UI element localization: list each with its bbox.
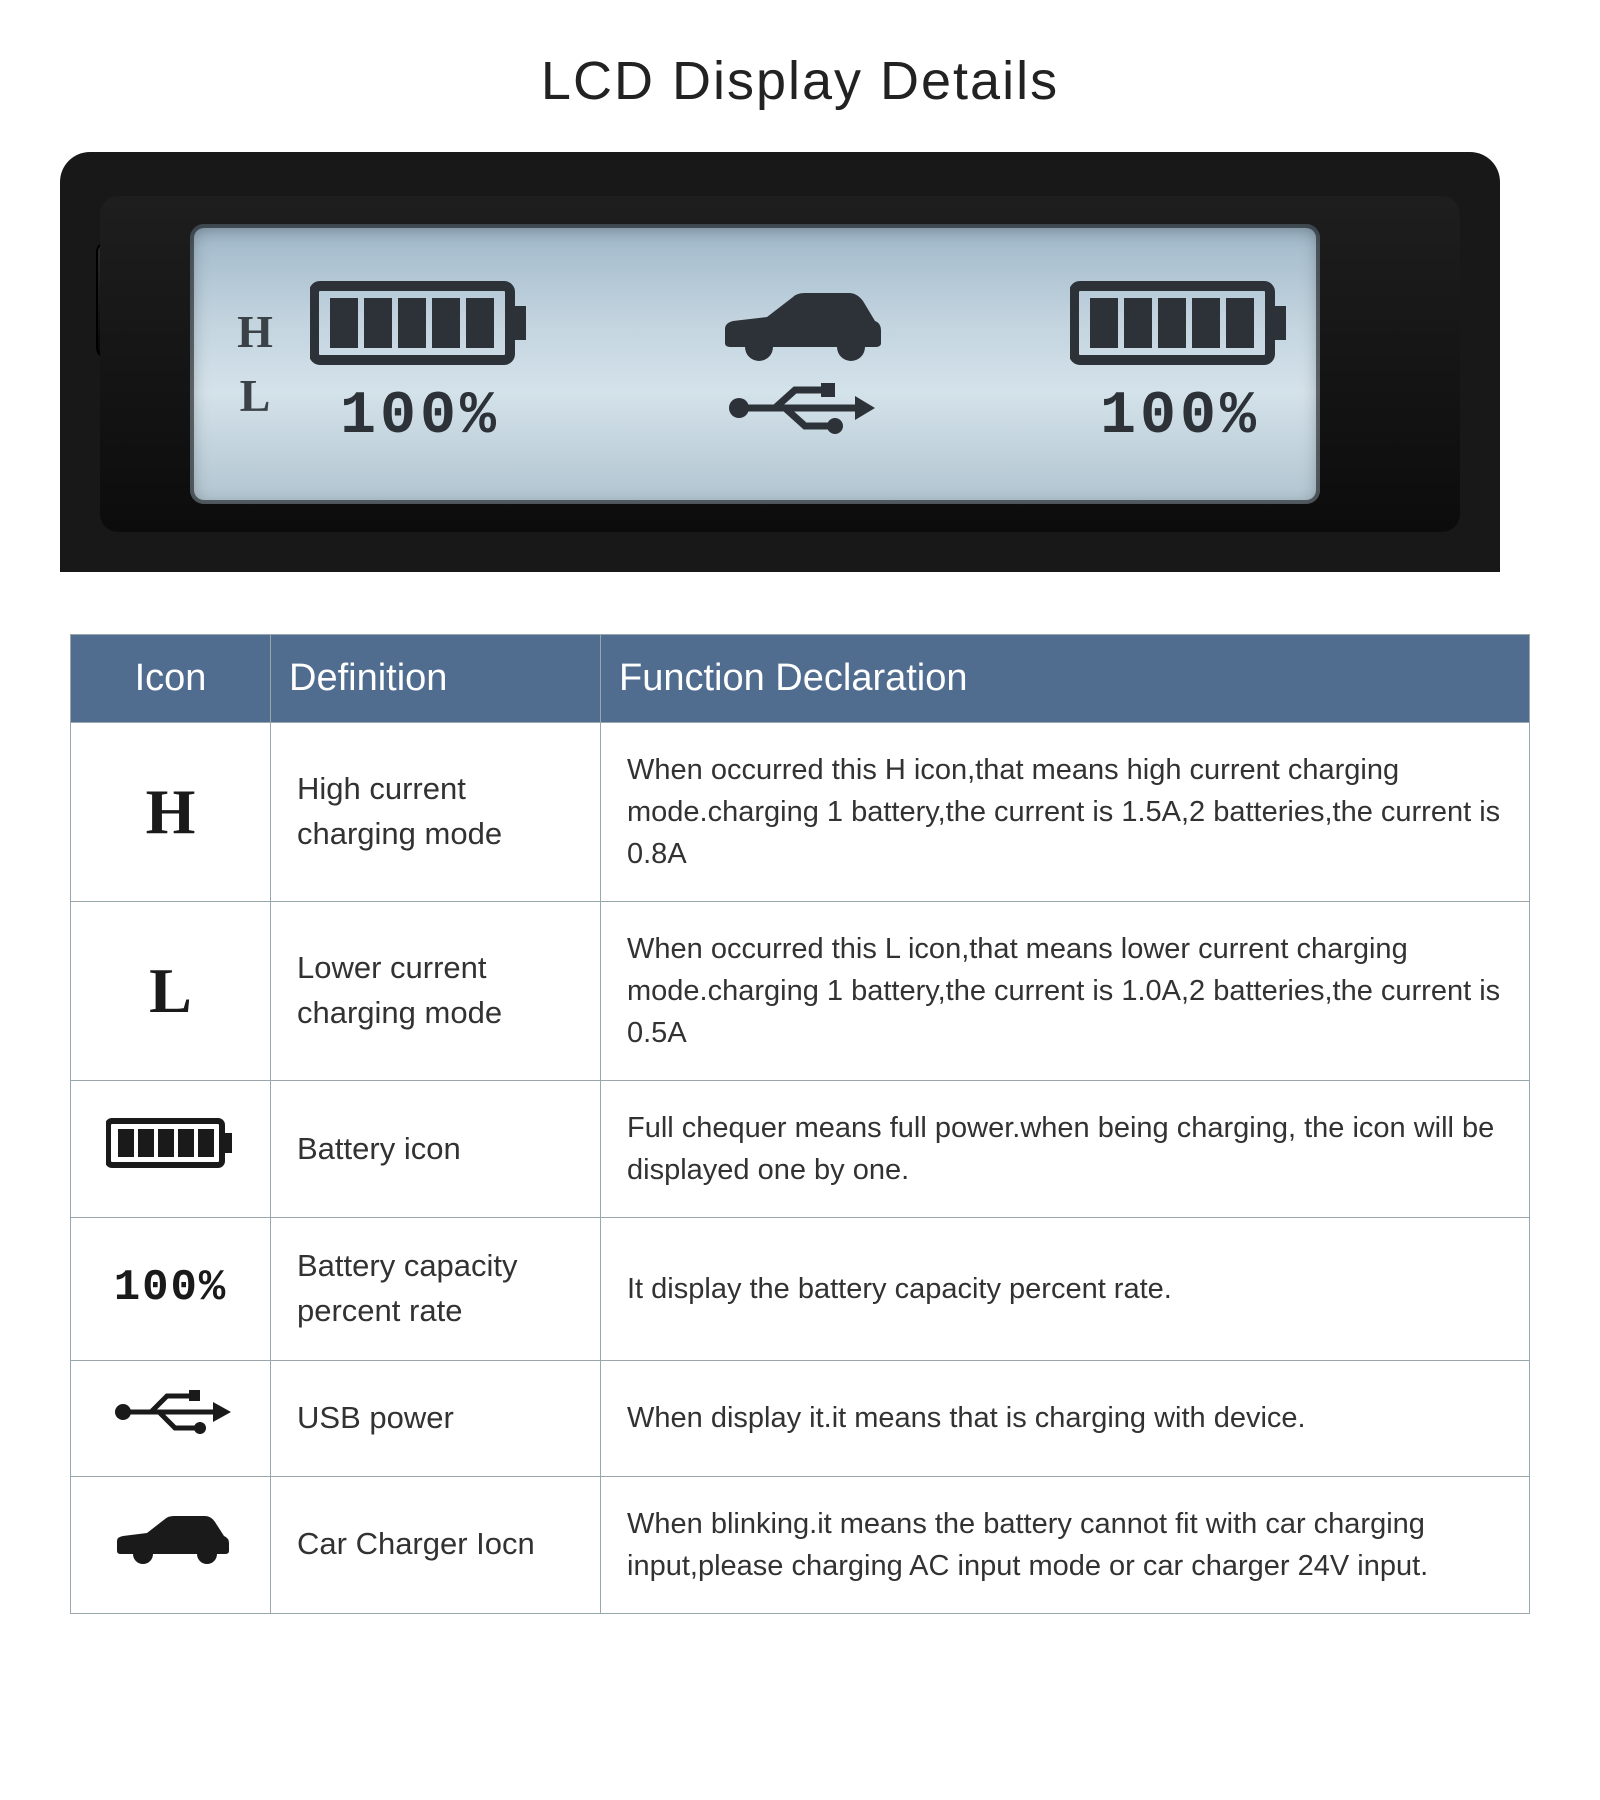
lcd-mode-h: H bbox=[220, 300, 290, 364]
definition-cell: USB power bbox=[271, 1361, 601, 1477]
function-cell: When blinking.it means the battery canno… bbox=[601, 1476, 1530, 1613]
th-icon: Icon bbox=[71, 635, 271, 723]
definition-cell: Lower current charging mode bbox=[271, 902, 601, 1081]
definition-cell: Battery capacity percent rate bbox=[271, 1218, 601, 1361]
th-function: Function Declaration bbox=[601, 635, 1530, 723]
function-cell: Full chequer means full power.when being… bbox=[601, 1081, 1530, 1218]
function-cell: When occurred this H icon,that means hig… bbox=[601, 723, 1530, 902]
table-row: H High current charging mode When occurr… bbox=[71, 723, 1530, 902]
table-row: L Lower current charging mode When occur… bbox=[71, 902, 1530, 1081]
function-cell: When occurred this L icon,that means low… bbox=[601, 902, 1530, 1081]
usb-icon bbox=[111, 1411, 231, 1444]
lcd-screen: H L bbox=[190, 224, 1320, 504]
table-header-row: Icon Definition Function Declaration bbox=[71, 635, 1530, 723]
table-row: 100% Battery capacity percent rate It di… bbox=[71, 1218, 1530, 1361]
definition-cell: Car Charger Iocn bbox=[271, 1476, 601, 1613]
charger-device: H L bbox=[60, 152, 1500, 572]
table-row: Battery icon Full chequer means full pow… bbox=[71, 1081, 1530, 1218]
th-definition: Definition bbox=[271, 635, 601, 723]
car-icon bbox=[715, 287, 885, 372]
icon-definition-table: Icon Definition Function Declaration H H… bbox=[70, 634, 1530, 1614]
h-letter-icon: H bbox=[146, 776, 196, 847]
lcd-right-percent: 100% bbox=[1100, 383, 1260, 451]
page-title: LCD Display Details bbox=[70, 50, 1530, 112]
lcd-mode-l: L bbox=[220, 364, 290, 428]
definition-cell: High current charging mode bbox=[271, 723, 601, 902]
table-row: USB power When display it.it means that … bbox=[71, 1361, 1530, 1477]
usb-icon bbox=[725, 380, 875, 441]
battery-icon bbox=[1070, 278, 1290, 373]
l-letter-icon: L bbox=[149, 955, 192, 1026]
lcd-left-percent: 100% bbox=[340, 383, 500, 451]
percent-icon: 100% bbox=[114, 1263, 228, 1313]
battery-icon bbox=[106, 1143, 236, 1176]
car-icon bbox=[111, 1541, 231, 1574]
function-cell: It display the battery capacity percent … bbox=[601, 1218, 1530, 1361]
lcd-mode-labels: H L bbox=[220, 300, 290, 429]
table-row: Car Charger Iocn When blinking.it means … bbox=[71, 1476, 1530, 1613]
definition-cell: Battery icon bbox=[271, 1081, 601, 1218]
battery-icon bbox=[310, 278, 530, 373]
function-cell: When display it.it means that is chargin… bbox=[601, 1361, 1530, 1477]
